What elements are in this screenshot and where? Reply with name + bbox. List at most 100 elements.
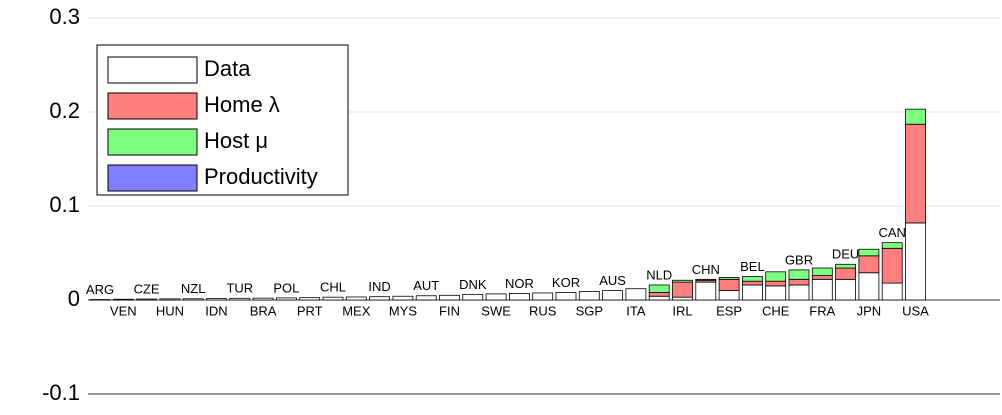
bar-segment [789, 270, 809, 279]
x-tick-label: FIN [439, 303, 460, 318]
x-tick-label: BEL [740, 259, 765, 274]
bar-segment [812, 268, 832, 276]
y-tick-label: 0.1 [49, 192, 80, 217]
x-tick-label: GBR [785, 252, 813, 267]
bar-segment [906, 223, 926, 300]
bar-segment [719, 277, 739, 279]
bar-segment [649, 296, 669, 300]
bar-segment [230, 298, 250, 300]
x-tick-label: CHN [692, 262, 720, 277]
bar-segment [696, 279, 716, 280]
x-tick-label: ESP [716, 303, 742, 318]
bar-segment [742, 277, 762, 282]
bar-segment [882, 243, 902, 249]
bar-segment [253, 298, 273, 300]
x-tick-label: IND [368, 279, 390, 294]
bar-segment [836, 264, 856, 268]
x-tick-label: ITA [626, 303, 646, 318]
bar-segment [649, 292, 669, 296]
x-tick-label: BRA [250, 303, 277, 318]
x-tick-label: KOR [552, 275, 580, 290]
bar-segment [393, 296, 413, 300]
bar-segment [859, 256, 879, 273]
x-tick-label: PRT [297, 303, 323, 318]
bar-segment [463, 294, 483, 300]
x-tick-label: POL [273, 280, 299, 295]
bar-segment [486, 294, 506, 300]
legend-label: Productivity [204, 164, 318, 189]
x-tick-label: VEN [110, 303, 137, 318]
x-tick-label: AUS [599, 273, 626, 288]
x-tick-label: SWE [481, 303, 511, 318]
bar-segment [812, 276, 832, 280]
bar-segment [882, 283, 902, 300]
legend-swatch [108, 129, 197, 155]
bar-segment [719, 279, 739, 290]
legend-swatch [108, 165, 197, 191]
bar-segment [882, 248, 902, 283]
x-tick-label: IRL [672, 303, 692, 318]
bar-segment [533, 293, 553, 300]
legend-swatch [108, 93, 197, 119]
bar-segment [789, 279, 809, 285]
bar-segment [742, 285, 762, 300]
bar-segment [812, 279, 832, 300]
y-tick-label: -0.1 [42, 380, 80, 405]
bar-segment [836, 279, 856, 300]
x-tick-label: CHE [762, 303, 790, 318]
bar-segment [696, 282, 716, 300]
bar-segment [906, 109, 926, 124]
x-tick-label: SGP [576, 303, 603, 318]
x-tick-label: MEX [342, 303, 371, 318]
bar-segment [160, 299, 180, 300]
legend-swatch [108, 57, 197, 83]
y-tick-label: 0.3 [49, 4, 80, 29]
bar-segment [603, 291, 623, 300]
bar-segment [626, 289, 646, 300]
bar-segment [836, 268, 856, 279]
bar-segment [766, 272, 786, 281]
legend-label: Home λ [204, 92, 280, 117]
x-tick-label: DEU [832, 247, 859, 262]
y-tick-label: 0 [68, 286, 80, 311]
bar-segment [766, 286, 786, 300]
y-tick-label: 0.2 [49, 98, 80, 123]
x-tick-label: CHL [320, 280, 346, 295]
bar-segment [346, 297, 366, 300]
x-tick-label: ARG [86, 282, 114, 297]
x-tick-label: NZL [181, 281, 206, 296]
bar-segment [859, 249, 879, 256]
x-tick-label: HUN [156, 303, 184, 318]
bar-segment [509, 293, 529, 300]
bar-segment [207, 299, 227, 300]
legend-label: Data [204, 56, 251, 81]
x-tick-label: IDN [205, 303, 227, 318]
bar-segment [906, 124, 926, 223]
bar-segment [673, 282, 693, 297]
x-tick-label: DNK [459, 277, 487, 292]
x-tick-label: RUS [529, 303, 557, 318]
x-tick-label: NLD [646, 267, 672, 282]
x-tick-label: USA [902, 303, 929, 318]
bar-segment [113, 299, 133, 300]
bar-segment [440, 295, 460, 300]
bar-segment [719, 291, 739, 300]
bar-segment [649, 285, 669, 293]
x-tick-label: FRA [809, 303, 835, 318]
x-tick-label: CZE [134, 281, 160, 296]
bar-segment [742, 281, 762, 285]
x-tick-label: TUR [226, 281, 253, 296]
bar-segment [789, 285, 809, 300]
bar-segment [370, 297, 390, 300]
bar-segment [766, 281, 786, 286]
bar-segment [137, 299, 157, 300]
bar-segment [859, 273, 879, 300]
bar-segment [300, 298, 320, 300]
x-tick-label: CAN [878, 225, 905, 240]
legend-label: Host μ [204, 128, 268, 153]
x-tick-label: NOR [505, 276, 534, 291]
bar-segment [673, 297, 693, 300]
x-tick-label: JPN [857, 303, 882, 318]
x-tick-label: AUT [413, 278, 439, 293]
